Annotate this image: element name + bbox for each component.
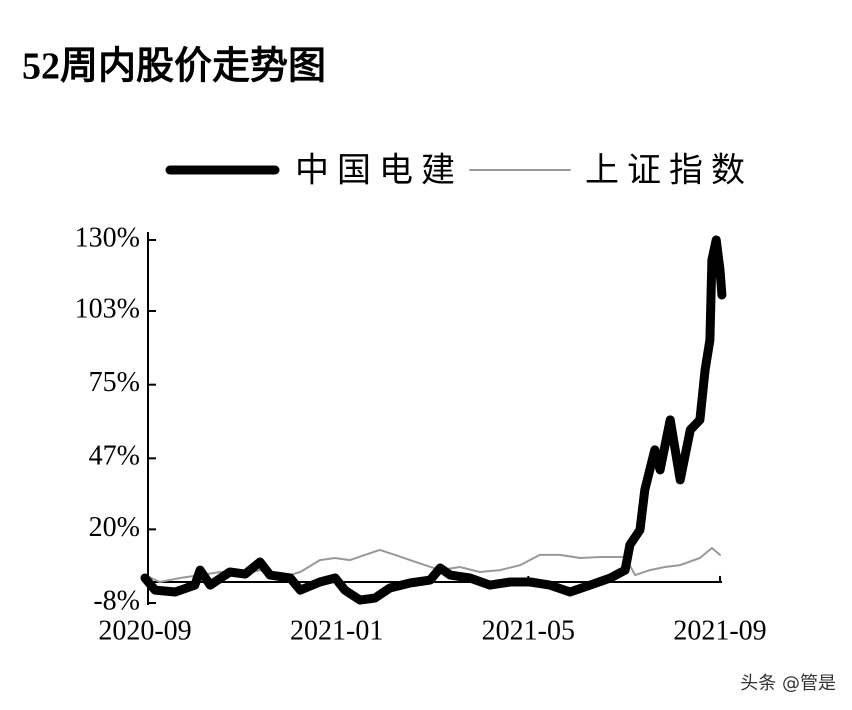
y-tick-label: 75% <box>89 367 140 398</box>
y-tick-label: 103% <box>75 293 140 324</box>
x-tick-label: 2021-09 <box>673 615 766 646</box>
x-tick-label: 2020-09 <box>98 615 191 646</box>
y-tick-label: 20% <box>89 512 140 543</box>
series-line <box>140 235 727 605</box>
legend-label: 上证指数 <box>585 151 753 191</box>
x-tick-label: 2021-01 <box>290 615 383 646</box>
y-tick-label: -8% <box>93 585 140 616</box>
y-tick-label: 130% <box>75 222 140 253</box>
watermark: 头条 @管是 <box>740 673 836 694</box>
chart-title: 52周内股价走势图 <box>22 46 326 88</box>
x-tick-label: 2021-05 <box>482 615 575 646</box>
y-tick-label: 47% <box>89 441 140 472</box>
legend-label: 中国电建 <box>295 151 463 191</box>
